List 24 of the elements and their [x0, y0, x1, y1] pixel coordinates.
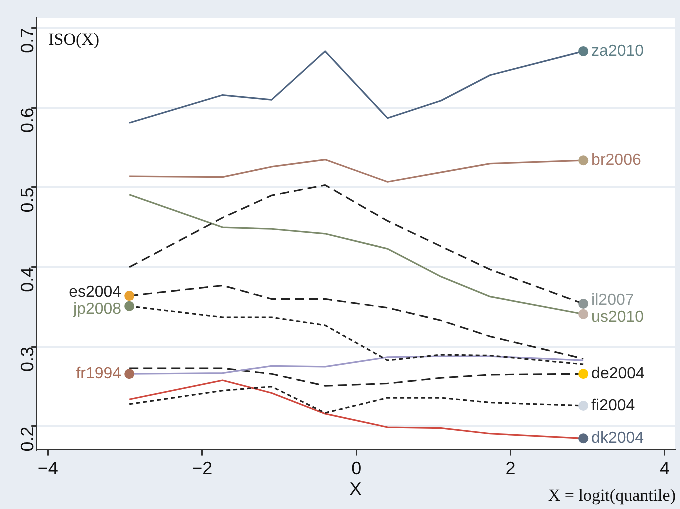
x-tick-label: 4 [660, 458, 670, 479]
y-tick-label: 0.2 [18, 426, 38, 452]
y-tick-label: 0.5 [18, 188, 38, 213]
x-tick-label: 2 [506, 458, 516, 479]
series-label: dk2004 [592, 430, 644, 448]
x-tick-label: −4 [38, 458, 58, 479]
series-label: br2006 [592, 152, 642, 170]
x-axis-title: X [350, 479, 362, 500]
x-tick-label: 0 [352, 458, 362, 479]
y-tick-label: 0.7 [18, 28, 38, 54]
series-label: fr1994 [76, 366, 122, 383]
y-tick-label: 0.3 [18, 347, 38, 372]
x-tick-label: −2 [192, 458, 213, 479]
y-axis-title: ISO(X) [48, 30, 100, 49]
series-label: za2010 [592, 42, 644, 60]
series-label: es2004 [69, 284, 122, 302]
y-tick-label: 0.6 [18, 108, 38, 134]
series-label: fi2004 [592, 397, 636, 414]
series-label: de2004 [592, 366, 646, 383]
series-label: il2007 [592, 292, 634, 310]
text: X = logit(quantile) [548, 486, 676, 505]
series-label: us2010 [592, 309, 644, 326]
series-label: jp2008 [72, 301, 122, 318]
y-tick-label: 0.4 [18, 267, 38, 292]
